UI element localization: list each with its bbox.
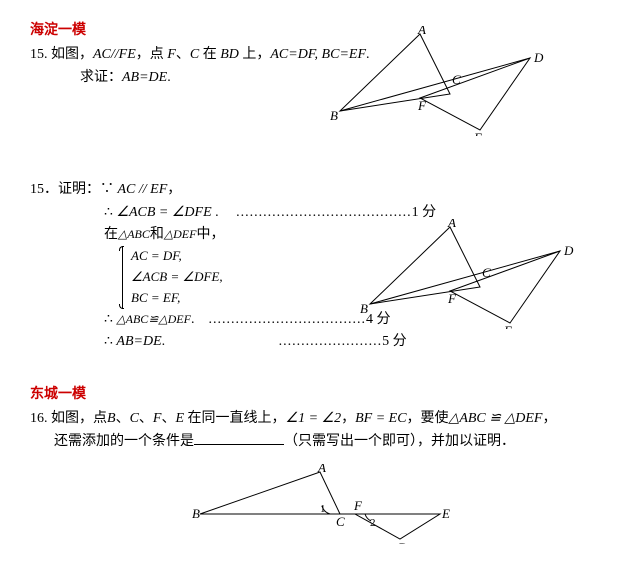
t: ，	[167, 182, 181, 197]
t: 求证：	[80, 70, 122, 85]
t: F	[167, 47, 176, 62]
label-1: 1	[320, 503, 326, 515]
t: E	[175, 411, 184, 426]
t: ，点	[136, 47, 168, 62]
brace-group: AC = DF, ∠ACB = ∠DFE, BC = EF,	[122, 246, 610, 308]
t: BD	[220, 47, 239, 62]
proof-block: A B C D E F 15．证明：∵ AC // EF， ∴ ∠ACB = ∠…	[30, 179, 610, 353]
label-E: E	[441, 506, 450, 521]
label-A: A	[317, 464, 326, 475]
pf-head: 15．证明：∵ AC // EF，	[30, 179, 610, 201]
score: 1 分	[412, 205, 437, 220]
dots: ...................................	[208, 312, 366, 327]
b3: BC = EF,	[131, 288, 610, 309]
q16-num: 16.	[30, 411, 48, 426]
figure-3-wrap: A B C F E D 1 2	[30, 464, 610, 552]
t: ∠ACB = ∠DFE	[116, 205, 211, 220]
label-F: F	[417, 98, 427, 113]
label-B: B	[192, 506, 200, 521]
pf-num: 15．	[30, 182, 58, 197]
label-A: A	[417, 26, 426, 37]
t: △ABC	[118, 227, 150, 241]
q15-num: 15.	[30, 47, 48, 62]
label-D: D	[533, 50, 544, 65]
t: ，要使	[407, 411, 449, 426]
t: 还需添加的一个条件是	[54, 434, 194, 449]
t: 在	[199, 47, 220, 62]
t: 、	[161, 411, 175, 426]
t: .	[212, 205, 219, 220]
figure-1: A B C D E F	[330, 26, 550, 144]
t: △ABC ≌ △DEF	[449, 411, 543, 426]
dots: .......................................	[236, 205, 412, 220]
t: ∴	[104, 205, 116, 220]
t: 证明：∵	[58, 182, 118, 197]
t: C	[130, 411, 139, 426]
label-F: F	[353, 498, 363, 513]
t: ∴	[104, 312, 116, 327]
t: 上，	[239, 47, 271, 62]
section-haidian: 海淀一模 A B C D E F 15. 如图，AC//FE，点 F、C 在 B…	[30, 20, 610, 354]
t: （只需写出一个即可），并加以证明．	[284, 434, 515, 449]
figure-3: A B C F E D 1 2	[190, 464, 450, 544]
t: AB=DE	[122, 70, 167, 85]
t: 中，	[196, 227, 224, 242]
t: .	[167, 70, 171, 85]
t: AB=DE	[116, 334, 161, 349]
t: 、	[176, 47, 190, 62]
label-C: C	[336, 514, 345, 529]
section2-title: 东城一模	[30, 384, 610, 406]
t: 在	[104, 227, 118, 242]
section-dongcheng: 东城一模 16. 如图，点B、C、F、E 在同一直线上，∠1 = ∠2，BF =…	[30, 384, 610, 553]
t: 如图，点	[51, 411, 107, 426]
t: B	[107, 411, 116, 426]
b1: AC = DF,	[131, 246, 610, 267]
label-D: D	[397, 540, 408, 544]
b2: ∠ACB = ∠DFE,	[131, 267, 610, 288]
t: 、	[116, 411, 130, 426]
label-E: E	[473, 130, 482, 136]
label-C: C	[452, 72, 461, 87]
t: C	[190, 47, 199, 62]
t: .	[191, 312, 195, 327]
t: ∴	[104, 334, 116, 349]
t: 在同一直线上，	[184, 411, 286, 426]
t: △DEF	[164, 227, 197, 241]
t: 和	[150, 227, 164, 242]
t: BF = EC	[355, 411, 406, 426]
label-B: B	[330, 108, 338, 123]
t: ，	[542, 411, 556, 426]
label-E: E	[503, 323, 512, 329]
t: ，	[341, 411, 355, 426]
t: △ABC≌△DEF	[116, 312, 191, 326]
q16-line2: 还需添加的一个条件是 （只需写出一个即可），并加以证明．	[30, 430, 610, 453]
t: .	[162, 334, 166, 349]
t: AC//FE	[93, 47, 136, 62]
t: 、	[139, 411, 153, 426]
fill-blank[interactable]	[194, 430, 284, 445]
t: ∠1 = ∠2	[286, 411, 342, 426]
label-A: A	[447, 219, 456, 230]
t: AC // EF	[118, 182, 168, 197]
label-2: 2	[370, 517, 376, 529]
t: 如图，	[51, 47, 93, 62]
q16-line1: 16. 如图，点B、C、F、E 在同一直线上，∠1 = ∠2，BF = EC，要…	[30, 408, 610, 430]
triangle-pair-svg: A B C D E F	[330, 26, 550, 136]
